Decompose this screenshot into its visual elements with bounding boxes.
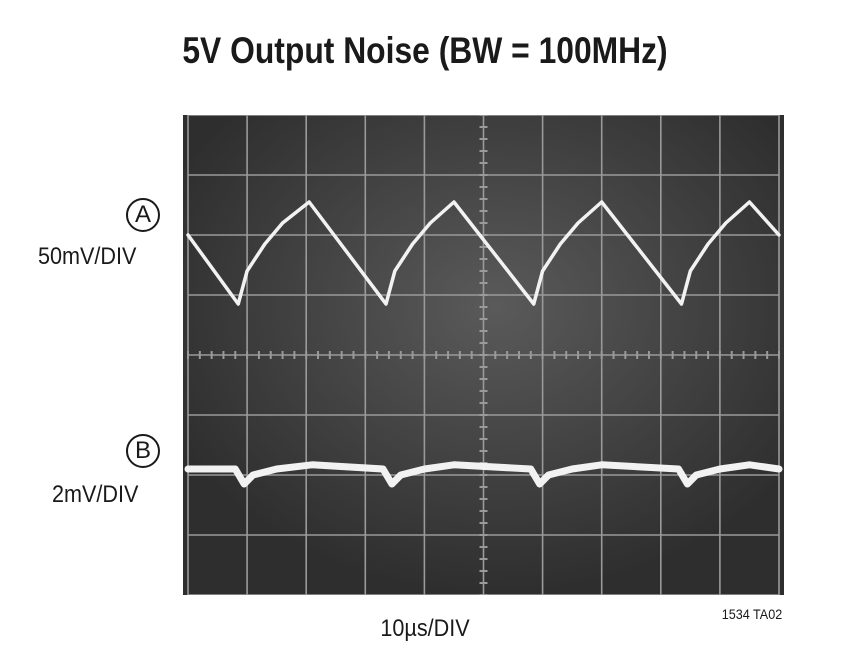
oscilloscope-screen: [183, 115, 784, 595]
channel-b-scale: 2mV/DIV: [52, 481, 139, 508]
channel-a-scale: 50mV/DIV: [38, 243, 137, 270]
figure-id: 1534 TA02: [721, 606, 782, 622]
channel-a-marker: A: [126, 198, 160, 232]
channel-b-marker: B: [126, 434, 160, 468]
graticule: [187, 115, 780, 595]
x-axis-scale: 10µs/DIV: [380, 615, 470, 642]
trace-b: [184, 461, 783, 488]
scope-plot: [183, 115, 784, 595]
traces: [184, 200, 783, 488]
trace-a: [186, 200, 781, 306]
chart-title: 5V Output Noise (BW = 100MHz): [182, 30, 668, 71]
